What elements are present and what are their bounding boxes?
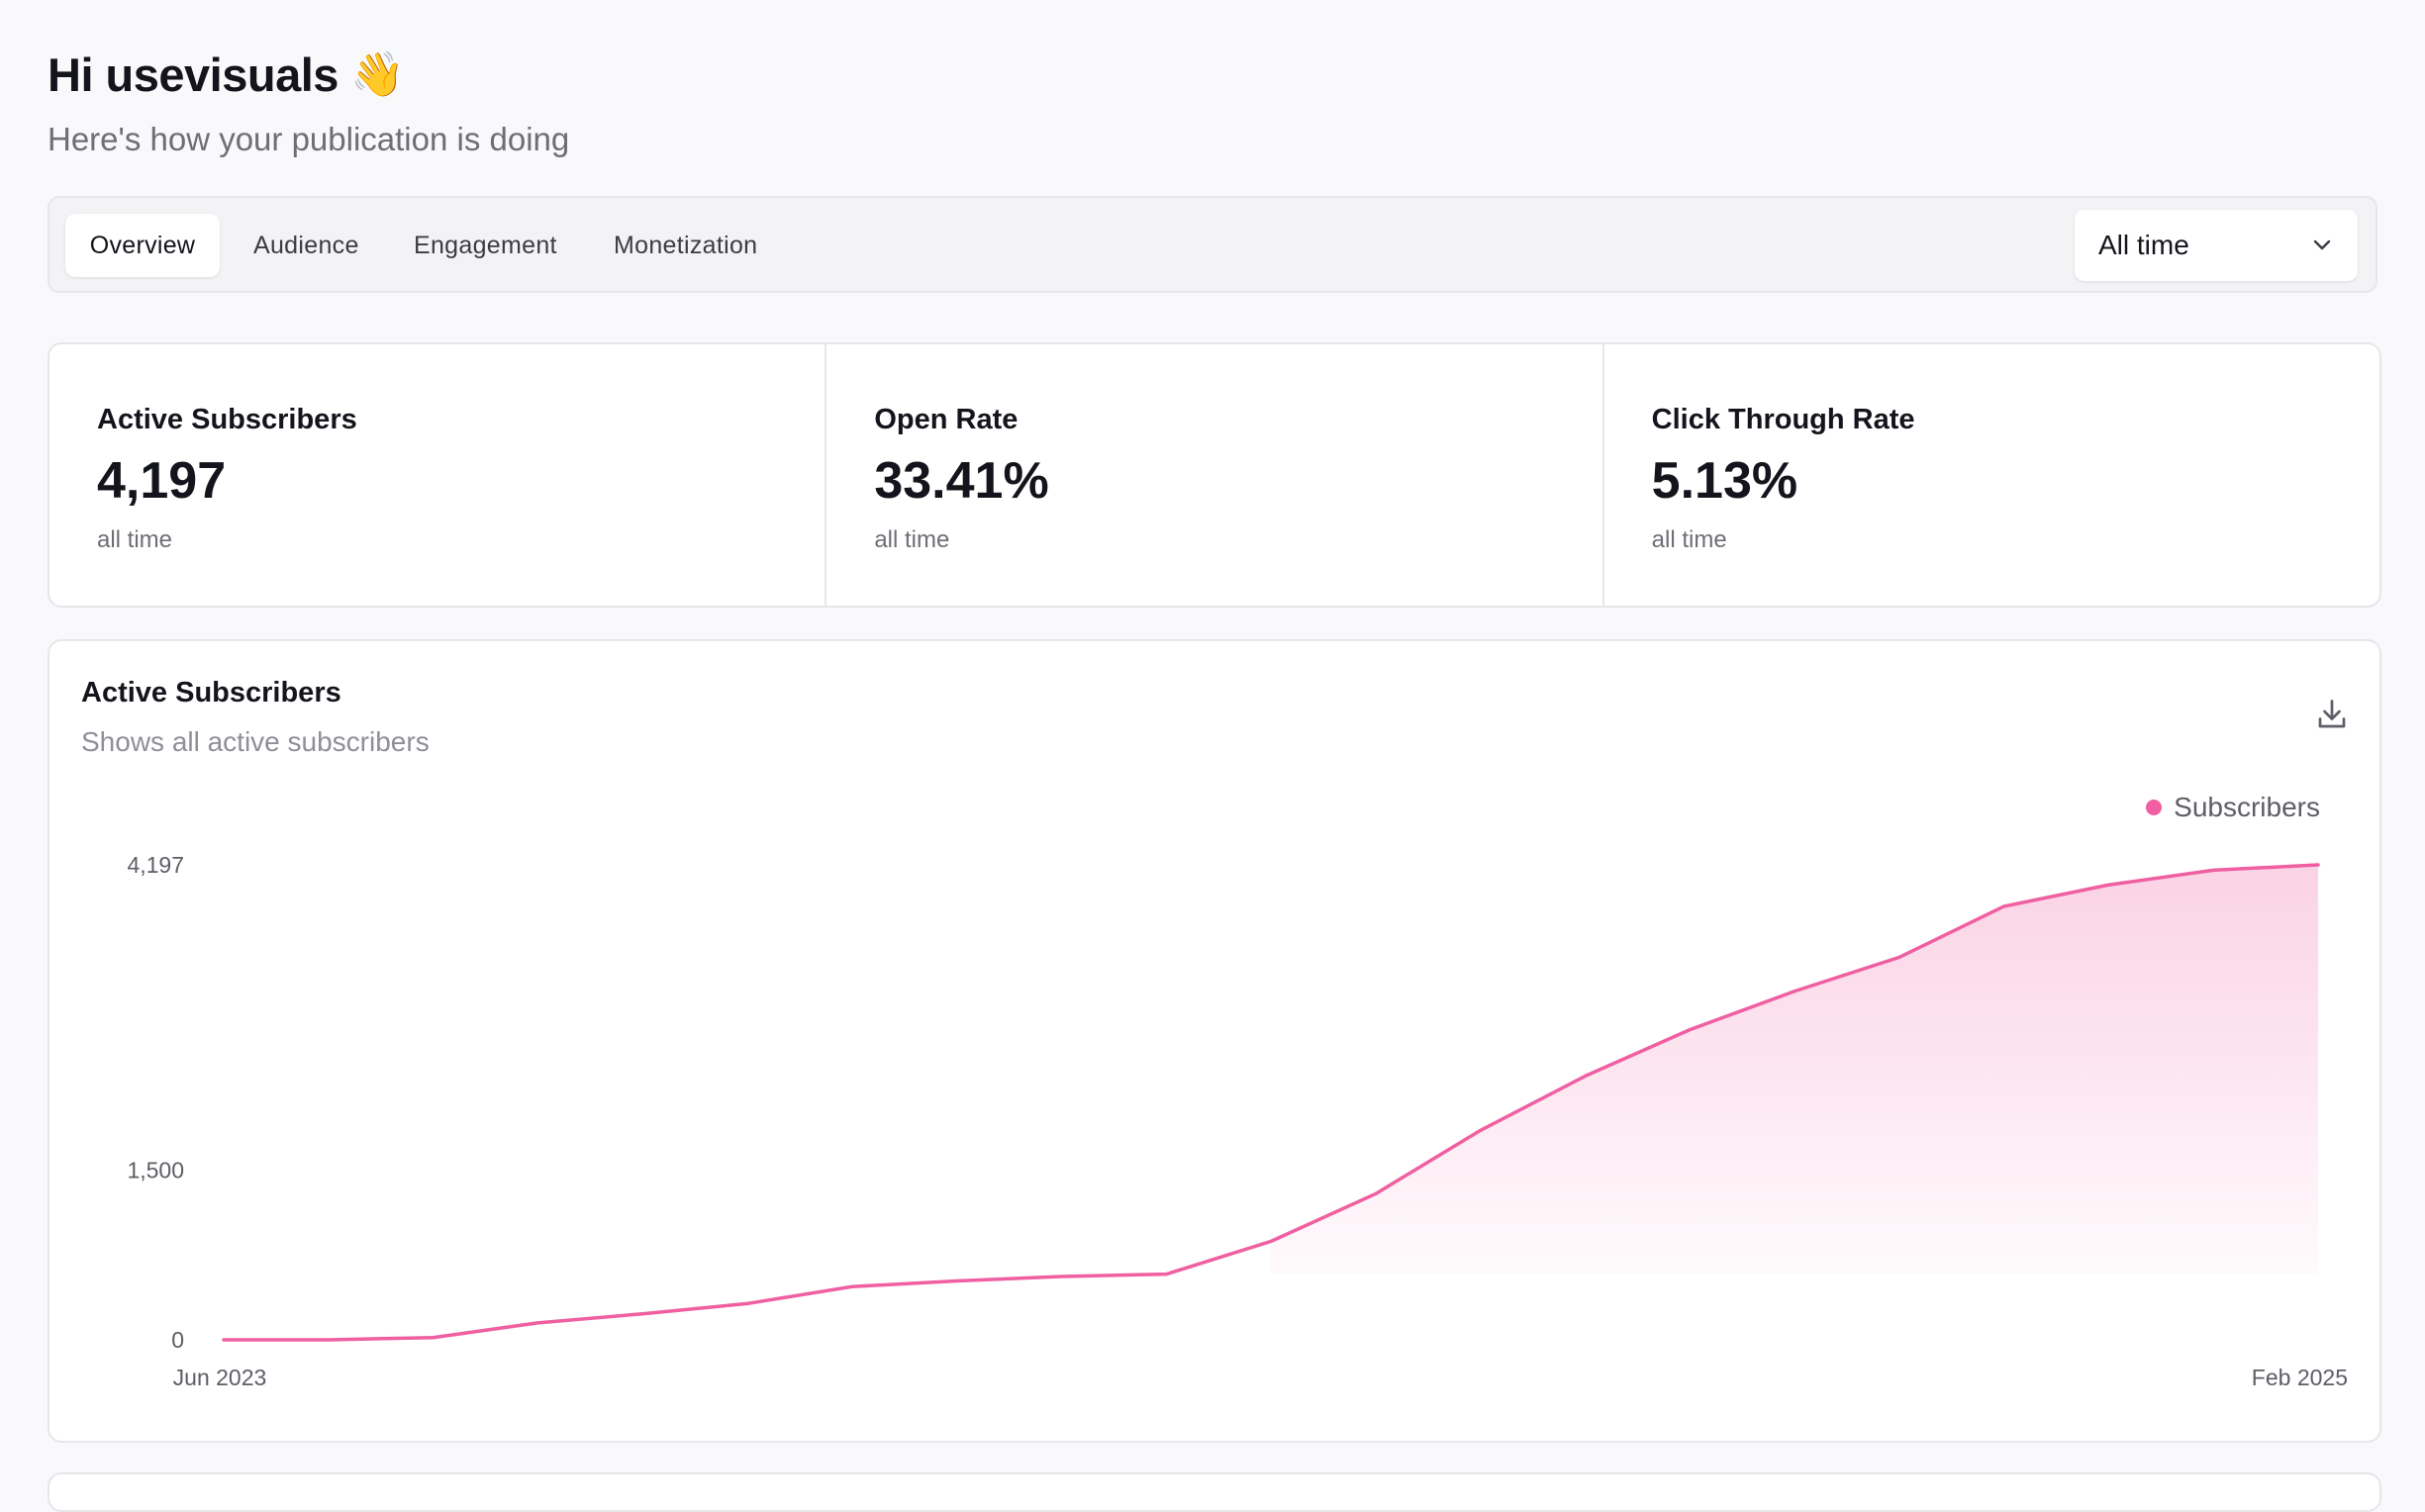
page-title: Hi usevisuals 👋: [48, 47, 405, 102]
stat-card-active-subscribers: Active Subscribers 4,197 all time: [49, 344, 827, 606]
stat-title: Active Subscribers: [97, 404, 357, 435]
tab-overview[interactable]: Overview: [65, 214, 220, 277]
stat-value: 33.41%: [874, 452, 1049, 510]
chart-legend: Subscribers: [2146, 792, 2320, 823]
stat-title: Open Rate: [874, 404, 1018, 435]
stats-row: Active Subscribers 4,197 all time Open R…: [48, 342, 2381, 608]
active-subscribers-chart-card: 0 1,500 4,197 Jun 2023 Feb 2025 Active Subsc…: [48, 639, 2381, 1443]
tab-bar: Overview Audience Engagement Monetizatio…: [48, 196, 2377, 293]
chart-title: Active Subscribers: [81, 677, 341, 709]
y-tick-label: 0: [171, 1327, 184, 1353]
chevron-down-icon: [2313, 239, 2331, 250]
stat-title: Click Through Rate: [1651, 404, 1915, 435]
stat-period: all time: [97, 526, 173, 553]
tab-audience[interactable]: Audience: [253, 232, 359, 259]
legend-label: Subscribers: [2174, 792, 2320, 822]
legend-swatch: [2146, 800, 2163, 815]
series-line-subscribers: [222, 863, 2320, 1342]
stat-period: all time: [874, 526, 950, 553]
time-range-value: All time: [2098, 230, 2189, 260]
y-tick-label: 4,197: [127, 852, 184, 878]
subscribers-chart: 0 1,500 4,197 Jun 2023 Feb 2025: [127, 852, 2348, 1390]
x-tick-label: Jun 2023: [173, 1365, 267, 1390]
tab-monetization[interactable]: Monetization: [614, 232, 758, 259]
stat-value: 4,197: [97, 452, 227, 510]
series-area-fill: [1271, 865, 2318, 1275]
x-tick-label: Feb 2025: [2252, 1365, 2348, 1390]
waving-hand-icon: 👋: [349, 49, 405, 99]
download-icon[interactable]: [2314, 697, 2350, 732]
page-subtitle: Here's how your publication is doing: [48, 121, 570, 157]
dashboard-page: Hi usevisuals 👋 Here's how your publicat…: [48, 47, 2381, 1512]
stat-card-click-through-rate: Click Through Rate 5.13% all time: [1604, 344, 2379, 606]
stat-period: all time: [1651, 526, 1727, 553]
y-tick-label: 1,500: [127, 1157, 184, 1182]
stat-value: 5.13%: [1651, 452, 1798, 510]
chart-subtitle: Shows all active subscribers: [81, 726, 430, 757]
greeting-text: Hi usevisuals: [48, 48, 339, 101]
next-card: [48, 1472, 2381, 1512]
time-range-select[interactable]: All time: [2075, 210, 2358, 281]
stat-card-open-rate: Open Rate 33.41% all time: [826, 344, 1604, 606]
tab-engagement[interactable]: Engagement: [414, 232, 557, 259]
